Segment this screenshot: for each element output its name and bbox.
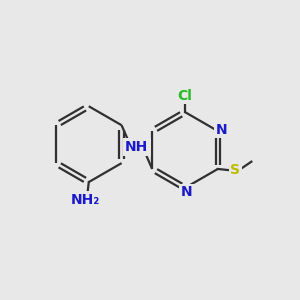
Text: NH: NH — [125, 140, 148, 154]
Text: NH₂: NH₂ — [71, 193, 100, 207]
Text: Cl: Cl — [178, 89, 192, 103]
Text: N: N — [215, 123, 227, 136]
Text: N: N — [181, 185, 192, 199]
Text: S: S — [230, 164, 240, 177]
